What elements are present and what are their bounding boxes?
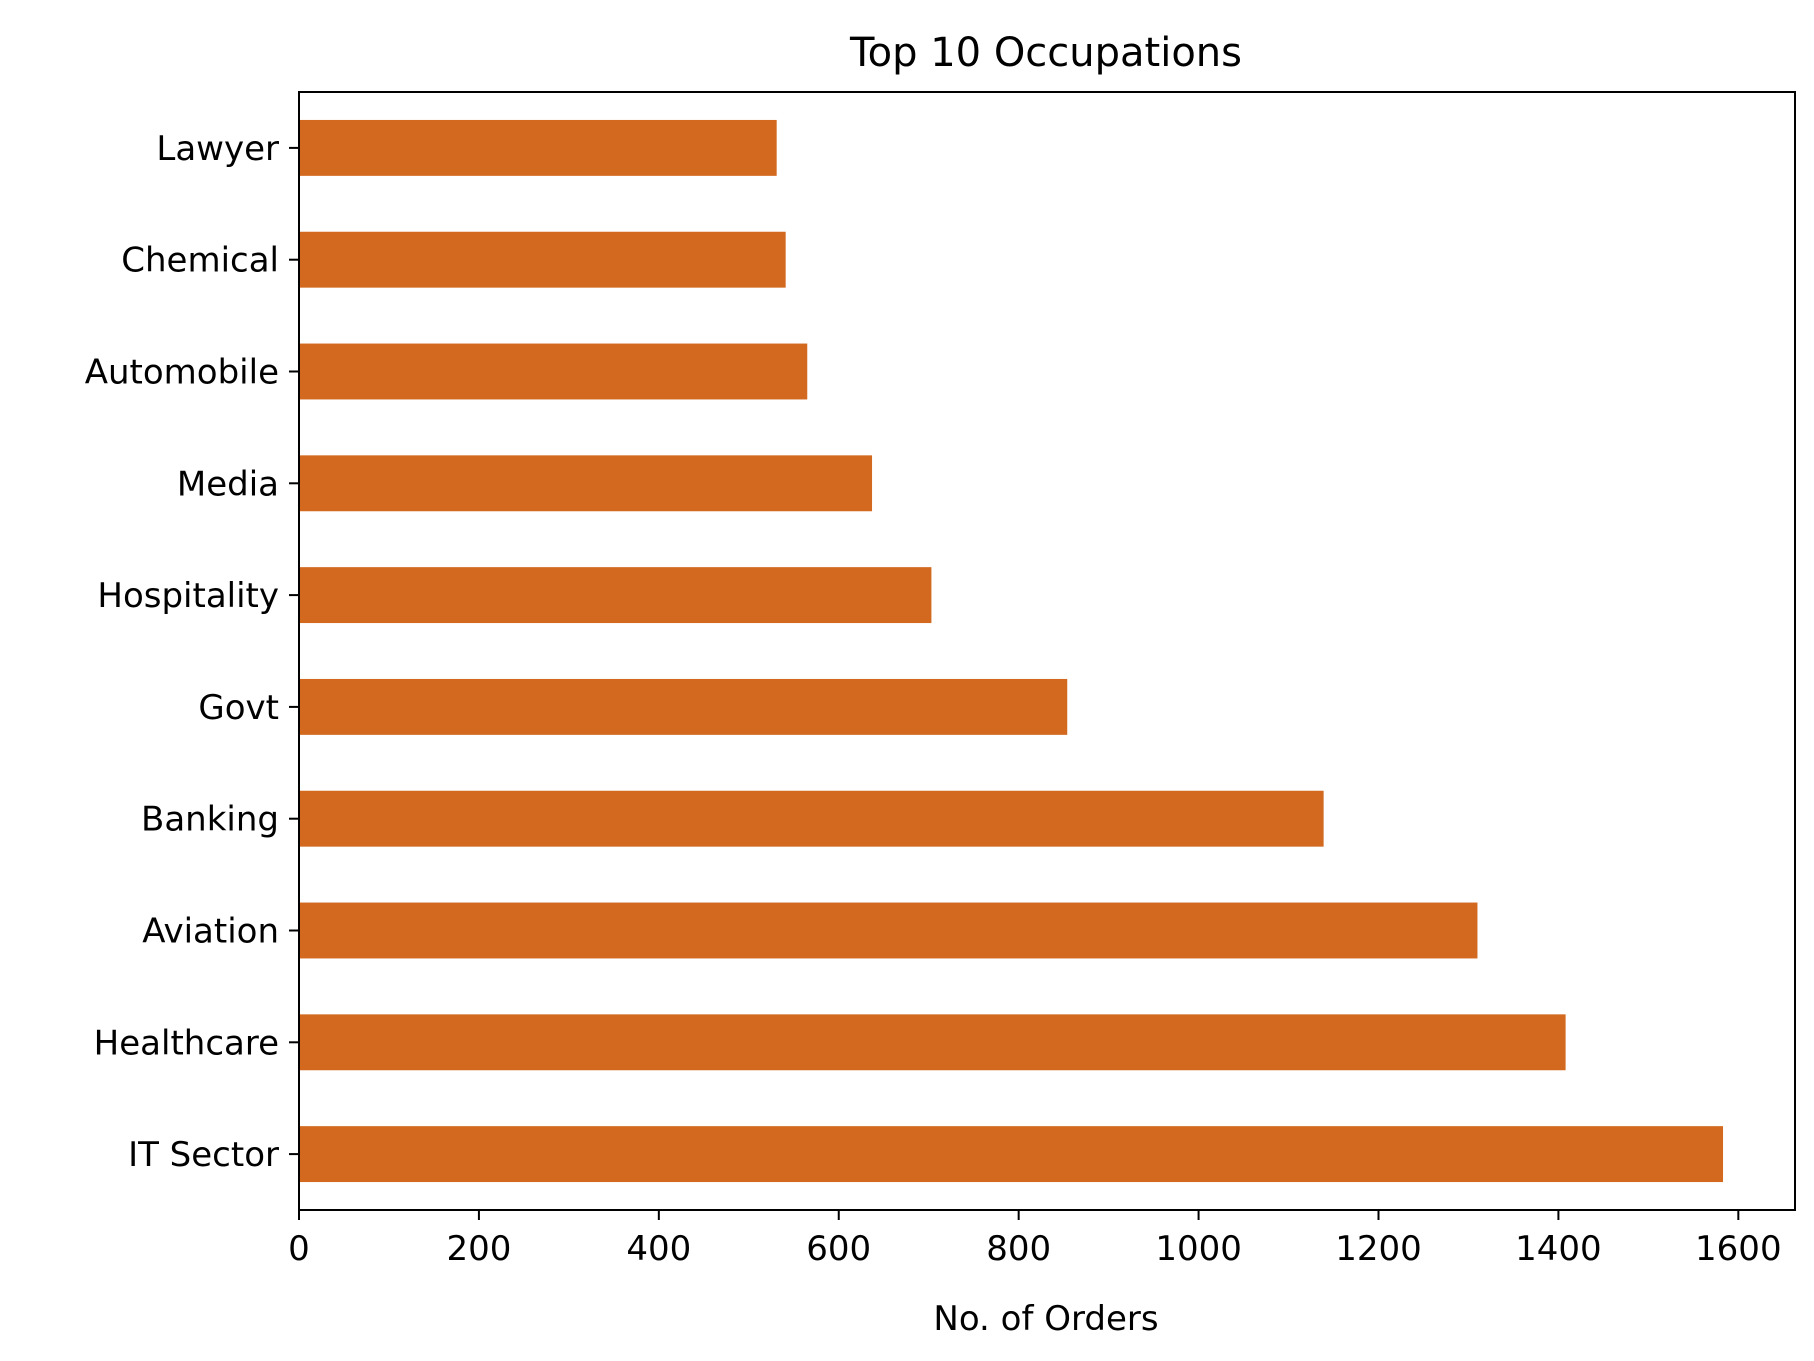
y-tick-label: Aviation (142, 912, 279, 952)
plot-frame (298, 91, 1796, 1211)
x-tick-label: 400 (626, 1229, 691, 1269)
y-tick-label: Automobile (85, 353, 279, 393)
x-axis: 0 200 400 600 800 1000 1200 1400 1600 (288, 1210, 1782, 1269)
bar-aviation (299, 902, 1478, 959)
x-tick-label: 0 (288, 1229, 310, 1269)
bar-banking (299, 790, 1324, 847)
y-tick-label: Healthcare (94, 1023, 279, 1063)
y-tick-label: Banking (141, 800, 279, 840)
x-tick-label: 200 (446, 1229, 511, 1269)
x-tick-label: 1000 (1155, 1229, 1242, 1269)
x-axis-label: No. of Orders (933, 1299, 1158, 1339)
bar-lawyer (299, 119, 777, 176)
y-tick-label: IT Sector (128, 1135, 279, 1175)
bars-group (299, 119, 1724, 1183)
y-tick-label: Chemical (121, 241, 279, 281)
bar-automobile (299, 343, 808, 400)
y-axis: IT Sector Healthcare Aviation Banking Govt Ho… (85, 129, 299, 1175)
y-tick-label: Lawyer (156, 129, 279, 169)
x-tick-label: 1400 (1515, 1229, 1602, 1269)
y-tick-label: Govt (198, 688, 279, 728)
x-tick-label: 600 (806, 1229, 871, 1269)
bar-healthcare (299, 1014, 1566, 1071)
y-tick-label: Hospitality (97, 576, 279, 616)
y-tick-label: Media (177, 464, 279, 504)
bar-hospitality (299, 567, 932, 624)
bar-chemical (299, 231, 786, 288)
bar-govt (299, 678, 1068, 735)
bar-media (299, 455, 873, 512)
x-tick-label: 1600 (1695, 1229, 1782, 1269)
x-tick-label: 800 (986, 1229, 1051, 1269)
x-tick-label: 1200 (1335, 1229, 1422, 1269)
bar-it-sector (299, 1126, 1724, 1183)
chart-title: Top 10 Occupations (849, 30, 1242, 76)
